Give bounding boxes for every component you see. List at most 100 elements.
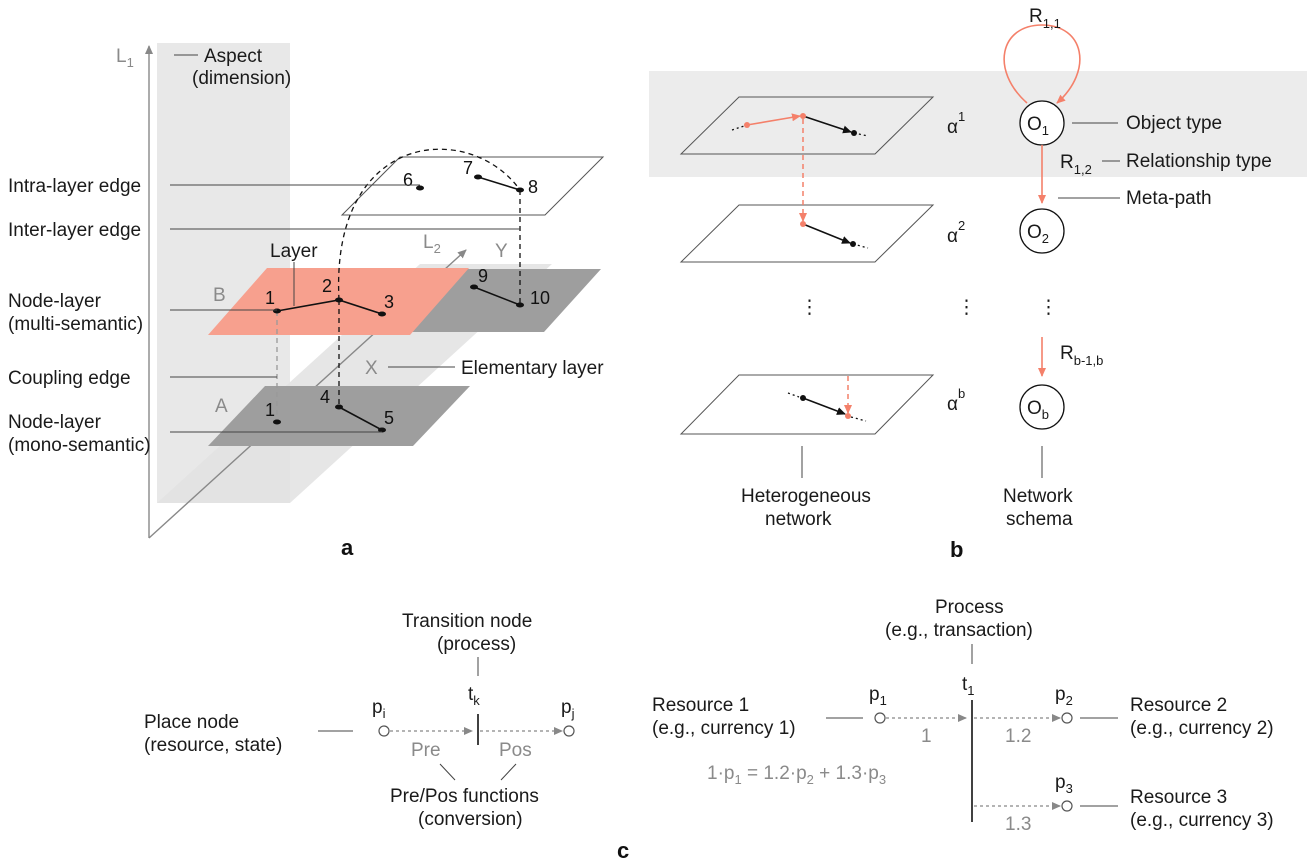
node-layer-multi-label-sub: (multi-semantic) <box>8 314 143 335</box>
process-label: Process <box>935 597 1004 618</box>
prepos-label: Pre/Pos functions <box>390 786 539 807</box>
edge-7-8 <box>477 176 521 191</box>
o2-label: O2 <box>1027 222 1049 246</box>
top-layer-plane <box>340 156 605 216</box>
resource3-label: Resource 3 <box>1130 787 1227 808</box>
layer-label: Layer <box>270 241 318 262</box>
axis-l2-label: L2 <box>423 232 441 256</box>
edge-9-10 <box>473 286 521 306</box>
process-label-sub: (e.g., transaction) <box>885 620 1033 641</box>
place-node-label-sub: (resource, state) <box>144 735 282 756</box>
panel-a-label: a <box>341 535 354 560</box>
axis-l1-label: L1 <box>116 46 134 70</box>
node-dots <box>273 174 524 433</box>
alpha2-label: α2 <box>947 218 965 247</box>
network-schema-label-sub: schema <box>1006 509 1073 530</box>
network-schema-label: Network <box>1003 486 1073 507</box>
node-label-10: 10 <box>530 288 550 308</box>
elementary-layer-label: Elementary layer <box>461 358 604 379</box>
panel-a-leaders <box>170 54 520 433</box>
place-pi <box>378 725 390 737</box>
weight-1: 1 <box>921 726 932 747</box>
ob-node <box>1019 384 1065 430</box>
ellipsis-alpha: ⋮ <box>957 297 976 318</box>
weight-1-2: 1.2 <box>1005 726 1031 747</box>
node-label-1b: 1 <box>265 288 275 308</box>
p2-label: p2 <box>1055 684 1073 708</box>
heterogeneous-network-label: Heterogeneous <box>741 486 871 507</box>
axis-x-label: X <box>365 358 378 379</box>
t1-label: t1 <box>962 674 975 698</box>
layer-b-label: B <box>213 285 226 306</box>
pj-label: pj <box>561 697 575 721</box>
alphab-plane <box>679 374 935 435</box>
alpha1-highlight-band <box>649 71 1307 177</box>
node-label-8: 8 <box>528 177 538 197</box>
ellipsis-network: ⋮ <box>800 297 819 318</box>
ellipsis-schema: ⋮ <box>1039 297 1058 318</box>
alpha2-plane <box>679 204 935 263</box>
panel-c-label: c <box>617 838 629 863</box>
node-label-1a: 1 <box>265 400 275 420</box>
pre-label: Pre <box>411 740 441 761</box>
node-label-4: 4 <box>320 387 330 407</box>
place-pj <box>563 725 575 737</box>
aspect-label: Aspect <box>204 46 263 67</box>
node-layer-mono-label-sub: (mono-semantic) <box>8 435 151 456</box>
meta-path-label: Meta-path <box>1126 188 1212 209</box>
alpha1-black-edge <box>802 115 852 134</box>
rb-label: Rb-1,b <box>1060 343 1103 368</box>
p3-label: p3 <box>1055 772 1073 796</box>
panel-a: 1 2 3 1 4 5 6 7 8 9 10 L1 L2 Y X B A Asp… <box>8 43 604 560</box>
relationship-type-label: Relationship type <box>1126 151 1272 172</box>
intra-layer-edge-label: Intra-layer edge <box>8 176 141 197</box>
conversion-equation: 1·p1 = 1.2·p2 + 1.3·p3 <box>707 763 886 787</box>
node-layer-mono-label: Node-layer <box>8 412 102 433</box>
aspect-label-sub: (dimension) <box>192 68 291 89</box>
resource3-label-sub: (e.g., currency 3) <box>1130 810 1274 831</box>
node-layer-mono-plane <box>208 386 470 446</box>
panel-b: α1 α2 αb ⋮ ⋮ ⋮ O1 O2 Ob R1,1 R1,2 Rb-1,b… <box>649 6 1307 562</box>
inter-layer-edge-label: Inter-layer edge <box>8 220 141 241</box>
node-layer-multi-label: Node-layer <box>8 291 102 312</box>
heterogeneous-network-label-sub: network <box>765 509 832 530</box>
place-node-label: Place node <box>144 712 239 733</box>
r11-self-loop <box>1003 24 1081 104</box>
transition-node-label: Transition node <box>402 611 532 632</box>
layer-a-label: A <box>215 396 228 417</box>
o1-label: O1 <box>1027 114 1049 138</box>
r12-label: R1,2 <box>1060 152 1092 177</box>
place-p2 <box>1061 712 1073 724</box>
node-label-9: 9 <box>478 266 488 286</box>
panel-b-leaders <box>801 122 1120 478</box>
node-label-2: 2 <box>322 276 332 296</box>
resource2-label: Resource 2 <box>1130 695 1227 716</box>
place-p3 <box>1061 800 1073 812</box>
resource1-label-sub: (e.g., currency 1) <box>652 718 796 739</box>
weight-1-3: 1.3 <box>1005 814 1031 835</box>
ob-label: Ob <box>1027 398 1049 422</box>
place-p1 <box>874 712 886 724</box>
pi-label: pi <box>372 697 386 721</box>
alpha1-lead-in <box>731 125 745 131</box>
node-label-6: 6 <box>403 170 413 190</box>
alpha2-edge <box>802 223 851 244</box>
alpha1-salmon-edge <box>746 113 801 126</box>
panel-c: Transition node (process) Place node (re… <box>144 597 1274 863</box>
object-type-label: Object type <box>1126 113 1222 134</box>
o2-node <box>1019 208 1065 254</box>
alpha1-lead-out <box>853 132 869 137</box>
panel-b-label: b <box>950 537 963 562</box>
r11-label: R1,1 <box>1029 6 1061 31</box>
prepos-label-sub: (conversion) <box>418 809 523 830</box>
alphab-edge <box>802 397 846 415</box>
node-label-5: 5 <box>384 408 394 428</box>
alpha1-label: α1 <box>947 109 965 138</box>
resource1-label: Resource 1 <box>652 695 749 716</box>
tk-label: tk <box>468 684 480 708</box>
coupling-edge-label: Coupling edge <box>8 368 131 389</box>
alphab-label: αb <box>947 386 965 415</box>
p1-label: p1 <box>869 684 887 708</box>
node-label-3: 3 <box>384 292 394 312</box>
